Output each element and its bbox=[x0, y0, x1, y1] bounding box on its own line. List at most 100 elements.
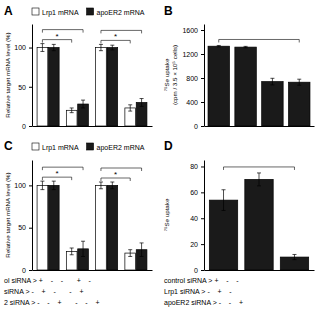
error-bar bbox=[81, 100, 85, 108]
sirna-row: apoER2 siRNA > - - + bbox=[164, 299, 243, 307]
error-bar-cap bbox=[110, 45, 114, 46]
x-axis-line bbox=[205, 270, 315, 271]
bar bbox=[235, 47, 256, 126]
bar bbox=[37, 185, 48, 270]
error-bar-stem bbox=[71, 108, 72, 113]
y-tick: 80 bbox=[190, 163, 204, 170]
error-bar-cap bbox=[99, 44, 103, 45]
sirna-row: siRNA > - + - - + bbox=[4, 288, 84, 295]
error-bar-stem bbox=[53, 181, 54, 189]
y-tick-mark bbox=[201, 126, 204, 127]
error-bar-cap bbox=[70, 248, 74, 249]
annotation: * bbox=[114, 32, 117, 41]
error-bar-cap bbox=[217, 46, 221, 47]
bracket bbox=[219, 39, 299, 42]
plot-marks bbox=[37, 181, 147, 270]
y-axis-title: ⁷⁵Se uptake bbox=[163, 198, 170, 231]
error-bar bbox=[297, 79, 301, 85]
legend-swatch bbox=[87, 8, 94, 15]
y-tick: 0 bbox=[22, 267, 32, 274]
error-bar-stem bbox=[259, 173, 260, 186]
annotation: * bbox=[55, 169, 58, 178]
legend-label: apoER2 mRNA bbox=[97, 9, 145, 17]
y-tick-label: 100 bbox=[14, 182, 26, 189]
y-tick-label: 0 bbox=[22, 123, 26, 130]
error-bar-cap bbox=[222, 210, 226, 211]
y-axis-title-line: ⁷⁵Se uptake bbox=[163, 198, 170, 231]
y-tick-mark bbox=[29, 87, 32, 88]
error-bar bbox=[292, 254, 296, 259]
y-axis-title: Relative target mRNA level (%) bbox=[4, 172, 11, 257]
error-bar-cap bbox=[52, 189, 56, 190]
error-bar bbox=[110, 182, 114, 189]
bar-series bbox=[208, 45, 310, 126]
bar bbox=[262, 82, 283, 126]
error-bar-cap bbox=[81, 107, 85, 108]
error-bar-cap bbox=[70, 254, 74, 255]
y-tick-label: 0 bbox=[194, 267, 198, 274]
legend: Lrp1 mRNAapoER2 mRNA bbox=[32, 143, 145, 152]
y-tick-mark bbox=[201, 218, 204, 219]
error-bar-cap bbox=[70, 107, 74, 108]
bar bbox=[245, 179, 273, 270]
bar bbox=[107, 185, 118, 270]
plot-marks bbox=[209, 173, 308, 270]
bar bbox=[209, 200, 237, 270]
sirna-row: Lrp1 siRNA > - + - bbox=[164, 288, 232, 296]
error-bar-cap bbox=[244, 46, 248, 47]
y-tick: 1600 bbox=[182, 27, 204, 34]
y-tick-mark bbox=[201, 192, 204, 193]
error-bar-cap bbox=[292, 254, 296, 255]
error-bar bbox=[52, 181, 56, 189]
error-bar bbox=[99, 44, 103, 50]
error-bar bbox=[217, 45, 221, 46]
bar-series bbox=[48, 181, 146, 270]
bar-series bbox=[37, 181, 135, 270]
error-bar-cap bbox=[70, 112, 74, 113]
bracket bbox=[101, 30, 142, 33]
y-tick-mark bbox=[29, 126, 32, 127]
error-bar-cap bbox=[140, 242, 144, 243]
significance-brackets bbox=[42, 30, 141, 44]
error-bar-stem bbox=[299, 79, 300, 85]
legend-swatch bbox=[87, 143, 94, 150]
error-bar-stem bbox=[223, 190, 224, 211]
error-bar-cap bbox=[40, 181, 44, 182]
error-bar bbox=[99, 182, 103, 189]
error-bar-stem bbox=[294, 254, 295, 259]
y-tick: 60 bbox=[190, 189, 204, 196]
legend-label: Lrp1 mRNA bbox=[42, 144, 79, 152]
error-bar-cap bbox=[110, 188, 114, 189]
y-tick-label: 800 bbox=[186, 75, 198, 82]
error-bar bbox=[40, 44, 44, 52]
y-axis-title: Relative target mRNA level (%) bbox=[4, 32, 11, 117]
error-bar-cap bbox=[81, 241, 85, 242]
y-axis-title-line: ⁷⁵Se uptake bbox=[163, 58, 170, 91]
error-bar-cap bbox=[99, 188, 103, 189]
y-tick-label: 60 bbox=[190, 189, 198, 196]
y-tick: 0 bbox=[22, 123, 32, 130]
y-axis-line bbox=[32, 161, 33, 271]
y-tick-label: 400 bbox=[186, 99, 198, 106]
significance-brackets bbox=[224, 167, 295, 170]
panel: 050100ARelative target mRNA level (%)Lrp… bbox=[4, 4, 153, 130]
error-bar bbox=[128, 105, 132, 111]
bar bbox=[208, 46, 229, 126]
error-bar-stem bbox=[100, 44, 101, 50]
error-bar bbox=[270, 78, 274, 85]
bar-series bbox=[48, 44, 146, 126]
y-tick-label: 50 bbox=[18, 224, 26, 231]
y-tick-mark bbox=[201, 78, 204, 79]
panel: 050100CRelative target mRNA level (%)Lrp… bbox=[4, 139, 153, 306]
error-bar-cap bbox=[270, 78, 274, 79]
x-axis bbox=[205, 270, 315, 271]
y-tick-label: 0 bbox=[194, 123, 198, 130]
y-axis-title-line: (cpm / 3.5 × 10⁵ cells) bbox=[171, 45, 178, 105]
bar bbox=[289, 82, 310, 126]
error-bar-stem bbox=[42, 44, 43, 52]
error-bar-stem bbox=[141, 243, 142, 257]
error-bar-cap bbox=[140, 98, 144, 99]
bar bbox=[48, 185, 59, 270]
y-axis: 020406080 bbox=[190, 161, 204, 274]
error-bar-stem bbox=[71, 248, 72, 255]
